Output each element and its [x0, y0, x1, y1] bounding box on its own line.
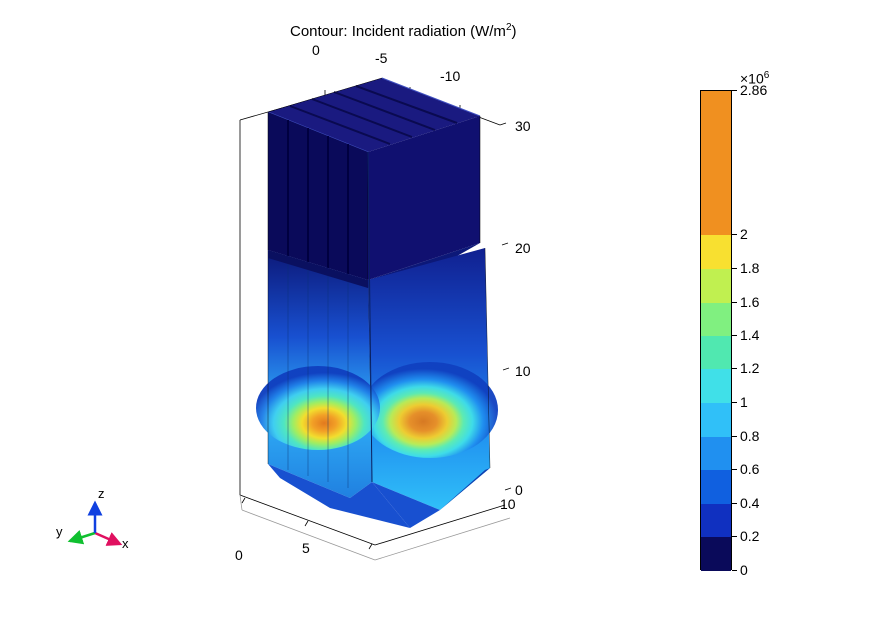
triad-y-axis [70, 533, 95, 541]
colorbar-segment [701, 336, 731, 370]
colorbar-tick-mark [732, 302, 737, 303]
axis-x-tick-0: 0 [235, 547, 243, 563]
colorbar-tick-mark [732, 268, 737, 269]
colorbar-tick-label: 1.4 [740, 327, 759, 343]
colorbar-tick-label: 1 [740, 394, 748, 410]
axis-y-tick-2: -10 [440, 68, 460, 84]
colorbar-segment [701, 91, 731, 235]
colorbar-tick-label: 1.8 [740, 260, 759, 276]
title-text: Contour: Incident radiation (W/m [290, 23, 506, 40]
colorbar-tick-label: 1.6 [740, 294, 759, 310]
colorbar-segment [701, 369, 731, 403]
lower-right-face [362, 248, 498, 528]
colorbar-tick-mark [732, 536, 737, 537]
axis-z-tick-3: 0 [515, 482, 523, 498]
colorbar-segment [701, 403, 731, 437]
colorbar-tick-mark [732, 469, 737, 470]
colorbar-tick-mark [732, 90, 737, 91]
colorbar-tick-label: 0.6 [740, 461, 759, 477]
colorbar-tick-mark [732, 368, 737, 369]
colorbar-tick-mark [732, 234, 737, 235]
axis-z-tick-1: 20 [515, 240, 531, 256]
chart-title: Contour: Incident radiation (W/m2) [290, 22, 517, 40]
axis-y-tick-0: 0 [312, 42, 320, 58]
colorbar-tick-mark [732, 503, 737, 504]
triad-y-label: y [56, 524, 63, 539]
axis-y-tick-1: -5 [375, 50, 387, 66]
colorbar-segment [701, 504, 731, 538]
axis-x-tick-2: 10 [500, 496, 516, 512]
colorbar-tick-mark [732, 335, 737, 336]
colorbar-tick-mark [732, 402, 737, 403]
colorbar-tick-label: 0.4 [740, 495, 759, 511]
axis-z-tick-0: 30 [515, 118, 531, 134]
colorbar-segment [701, 235, 731, 269]
colorbar-exp-value: 6 [764, 70, 770, 81]
colorbar-tick-label: 2 [740, 226, 748, 242]
colorbar: ×106 2.8621.81.61.41.210.80.60.40.20 [680, 70, 830, 580]
colorbar-tick-label: 0.8 [740, 428, 759, 444]
colorbar-segment [701, 537, 731, 571]
triad-z-label: z [98, 486, 105, 501]
colorbar-tick-mark [732, 436, 737, 437]
axis-x-tick-1: 5 [302, 540, 310, 556]
colorbar-segment [701, 470, 731, 504]
colorbar-tick-label: 0 [740, 562, 748, 578]
triad-x-label: x [122, 536, 129, 551]
colorbar-tick-mark [732, 570, 737, 571]
colorbar-segment [701, 437, 731, 471]
axis-z-tick-2: 10 [515, 363, 531, 379]
colorbar-segment [701, 303, 731, 337]
plot-3d: 0 -5 -10 30 20 10 0 10 0 5 [150, 50, 590, 580]
colorbar-bar [700, 90, 732, 570]
colorbar-segment [701, 269, 731, 303]
colorbar-tick-label: 0.2 [740, 528, 759, 544]
axis-triad: x y z [60, 478, 140, 558]
colorbar-tick-label: 1.2 [740, 360, 759, 376]
colorbar-tick-label: 2.86 [740, 82, 767, 98]
title-close: ) [512, 23, 517, 40]
triad-x-axis [95, 533, 120, 544]
